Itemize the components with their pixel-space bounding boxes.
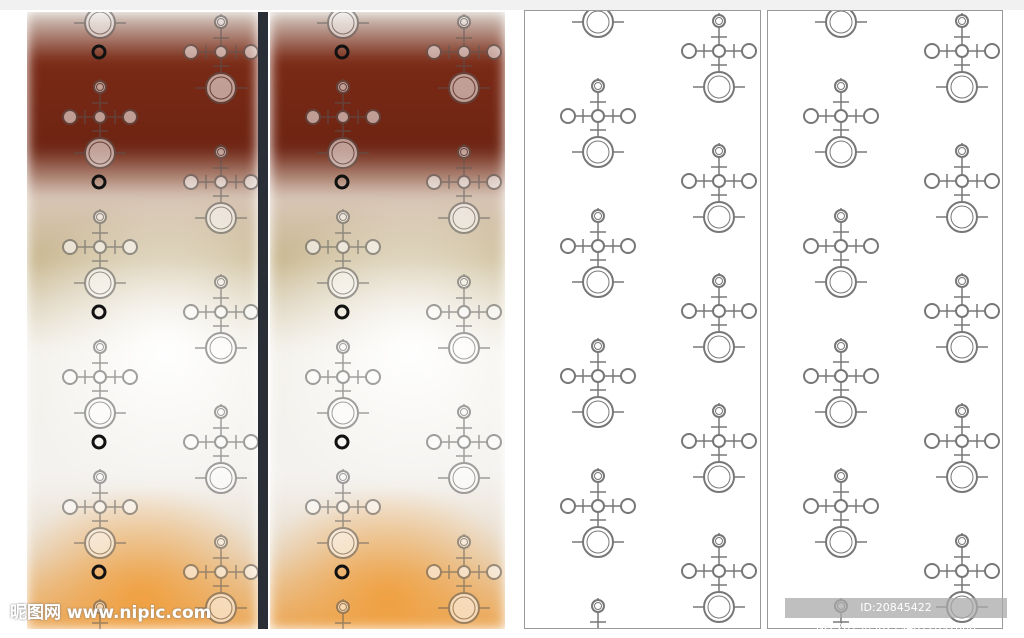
watermark-id: ID:20845422 NO:20150502194612097000 xyxy=(785,598,1007,634)
top-strip xyxy=(0,0,1024,10)
glass-panel-right xyxy=(270,12,505,629)
line-pattern xyxy=(525,11,760,628)
glass-pattern xyxy=(270,12,505,629)
watermark-site: 昵图网 www.nipic.com xyxy=(10,603,212,623)
line-drawing-panel-right xyxy=(767,10,1003,629)
glass-panel-left xyxy=(27,12,258,629)
line-pattern xyxy=(768,11,1002,628)
glass-pattern xyxy=(27,12,258,629)
line-drawing-panel-left xyxy=(524,10,761,629)
panel-frame-divider xyxy=(258,12,268,629)
